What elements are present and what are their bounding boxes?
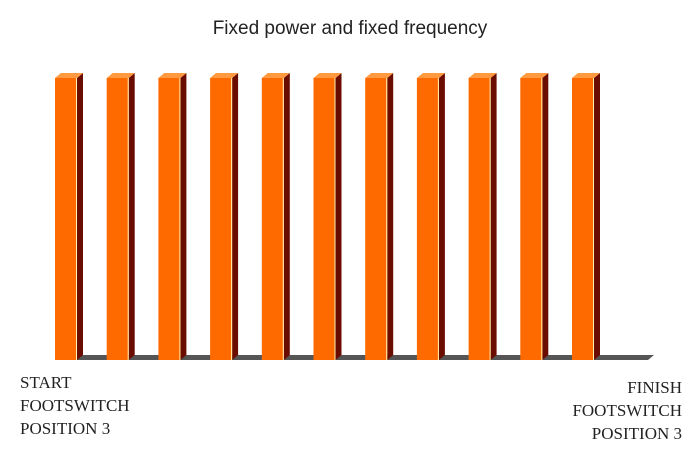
finish-label-line-2: FOOTSWITCH	[572, 401, 682, 420]
bar-2	[106, 73, 135, 360]
bar-front-6	[313, 78, 336, 360]
bar-1	[55, 73, 83, 360]
bar-5	[261, 73, 290, 360]
bar-8	[416, 73, 445, 360]
bar-top-2	[106, 73, 135, 78]
bar-7	[365, 73, 394, 360]
bar-11	[572, 73, 600, 360]
bar-top-4	[210, 73, 239, 78]
bar-10	[520, 73, 549, 360]
bar-top-1	[55, 73, 83, 78]
bar-side-3	[180, 73, 187, 360]
chart-floor	[55, 355, 654, 360]
bar-side-11	[594, 73, 600, 360]
finish-label-line-1: FINISH	[627, 378, 682, 397]
bar-front-3	[158, 78, 181, 360]
bar-side-10	[542, 73, 549, 360]
bar-top-5	[261, 73, 290, 78]
bar-front-7	[365, 78, 388, 360]
bar-top-3	[158, 73, 187, 78]
start-label-line-3: POSITION 3	[20, 419, 111, 438]
bar-3	[158, 73, 187, 360]
start-label-line-2: FOOTSWITCH	[20, 396, 130, 415]
bar-front-8	[416, 78, 439, 360]
bar-front-2	[106, 78, 129, 360]
bar-front-9	[468, 78, 491, 360]
bar-top-6	[313, 73, 342, 78]
start-footswitch-label: START FOOTSWITCH POSITION 3	[20, 371, 130, 440]
bar-side-2	[128, 73, 135, 360]
bar-side-9	[490, 73, 497, 360]
bar-side-6	[335, 73, 342, 360]
bar-9	[468, 73, 497, 360]
bar-6	[313, 73, 342, 360]
bar-top-10	[520, 73, 549, 78]
bar-side-5	[283, 73, 290, 360]
bar-front-11	[572, 78, 594, 360]
bar-front-1	[55, 78, 77, 360]
bar-side-7	[387, 73, 394, 360]
bar-front-5	[261, 78, 284, 360]
bar-4	[210, 73, 239, 360]
bar-top-8	[416, 73, 445, 78]
bar-front-4	[210, 78, 233, 360]
start-label-line-1: START	[20, 373, 72, 392]
chart-title: Fixed power and fixed frequency	[212, 18, 488, 39]
bar-side-8	[438, 73, 445, 360]
bar-side-4	[232, 73, 239, 360]
bar-top-9	[468, 73, 497, 78]
bar-top-7	[365, 73, 394, 78]
finish-label-line-3: POSITION 3	[591, 424, 682, 443]
bar-side-1	[77, 73, 83, 360]
bar-front-10	[520, 78, 543, 360]
bar-top-11	[572, 73, 600, 78]
finish-footswitch-label: FINISH FOOTSWITCH POSITION 3	[572, 376, 682, 445]
